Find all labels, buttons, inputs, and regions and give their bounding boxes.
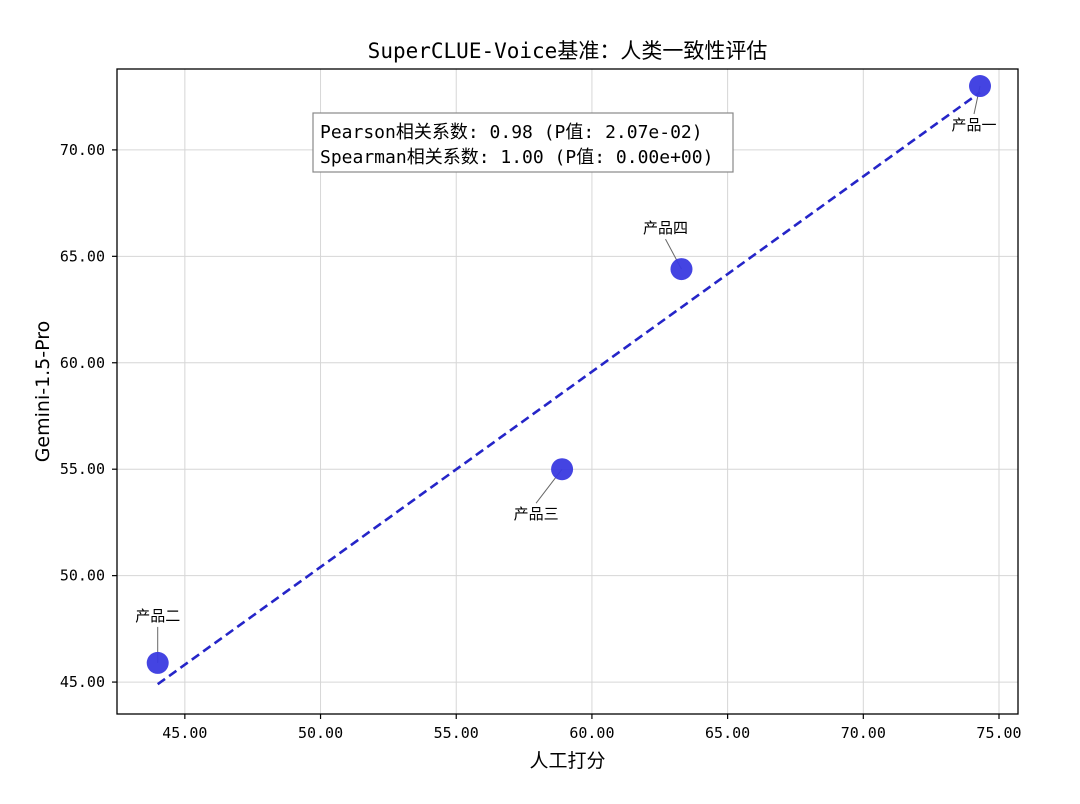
y-tick-label: 65.00 (60, 247, 105, 265)
data-point (969, 75, 992, 98)
axis-ticks: 45.00 50.00 55.00 60.00 65.00 70.00 75.00 45.00… (60, 141, 1022, 742)
chart-title: SuperCLUE-Voice基准：人类一致性评估 (368, 39, 768, 63)
y-tick-label: 45.00 (60, 673, 105, 691)
data-point (146, 651, 169, 674)
plot-frame (116, 68, 1019, 715)
pearson-stat: Pearson相关系数: 0.98 (P值: 2.07e-02) (320, 122, 703, 143)
spearman-stat: Spearman相关系数: 1.00 (P值: 0.00e+00) (320, 147, 713, 168)
stats-box-frame (312, 112, 734, 173)
y-tick-label: 55.00 (60, 460, 105, 478)
x-tick-label: 70.00 (841, 724, 886, 742)
data-point (670, 258, 693, 281)
point-label: 产品一 (951, 116, 996, 134)
x-tick-label: 60.00 (569, 724, 614, 742)
point-label: 产品二 (135, 607, 180, 625)
y-axis-label: Gemini-1.5-Pro (32, 321, 54, 463)
x-tick-label: 75.00 (976, 724, 1021, 742)
stats-annotation-box: Pearson相关系数: 0.98 (P值: 2.07e-02) Spearma… (312, 112, 734, 173)
point-label: 产品三 (514, 505, 559, 523)
y-tick-label: 50.00 (60, 567, 105, 585)
x-tick-label: 55.00 (434, 724, 479, 742)
x-tick-label: 65.00 (705, 724, 750, 742)
point-label: 产品四 (643, 219, 688, 237)
x-tick-label: 45.00 (162, 724, 207, 742)
data-point (551, 458, 574, 481)
x-tick-label: 50.00 (298, 724, 343, 742)
regression-line (156, 91, 981, 686)
y-tick-label: 70.00 (60, 141, 105, 159)
x-axis-label: 人工打分 (529, 750, 605, 772)
y-tick-label: 60.00 (60, 354, 105, 372)
